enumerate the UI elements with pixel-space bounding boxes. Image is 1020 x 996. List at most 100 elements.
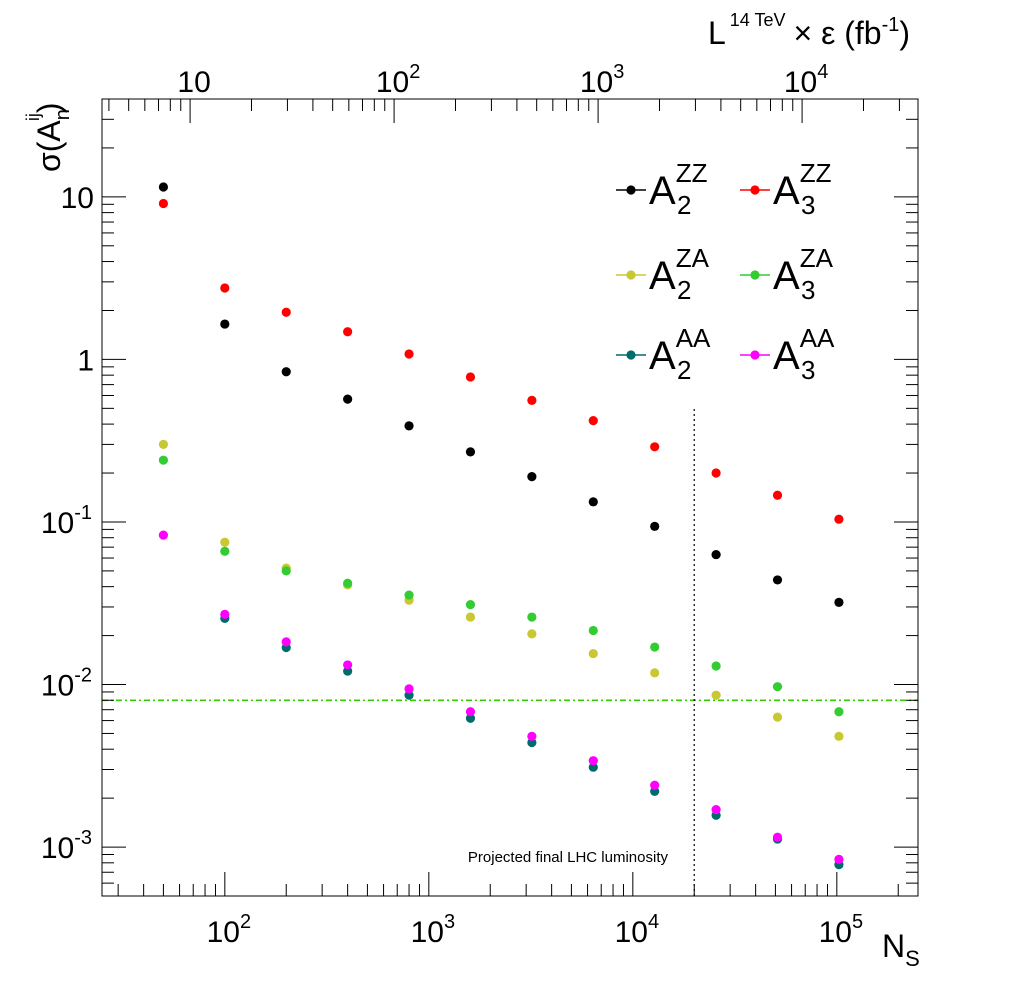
data-point [650, 780, 660, 790]
y-axis-title-post: ) [31, 102, 67, 113]
data-point [343, 394, 353, 404]
legend-label: AAA 2 [649, 323, 711, 385]
legend-label-main: A [773, 169, 800, 213]
data-point [527, 731, 537, 741]
top-tick-label-exp: 3 [613, 61, 624, 83]
legend-label-main: A [649, 334, 676, 378]
data-point [465, 707, 476, 717]
legend-label-sup: ZZ [676, 158, 708, 188]
top-axis-title-end: ) [899, 15, 910, 51]
legend-label: AZZ 2 [649, 158, 708, 220]
x-tick-label-base: 10 [411, 916, 444, 949]
top-tick-label-base: 10 [177, 66, 210, 99]
x-tick-label: 102 [207, 911, 252, 949]
y-tick-label: 10-3 [41, 827, 92, 865]
legend-label-main: A [649, 169, 676, 213]
legend-label-main: A [649, 254, 676, 298]
y-axis-title-main: σ(A [31, 120, 67, 172]
data-point [834, 514, 844, 524]
top-tick-label: 103 [580, 61, 625, 99]
y-tick-label-exp: -1 [74, 502, 92, 524]
legend-label-sup: ZA [800, 243, 834, 273]
y-tick-label: 10-1 [41, 502, 92, 540]
top-tick-label: 102 [376, 61, 421, 99]
data-point [527, 629, 537, 639]
top-tick-label: 104 [784, 61, 829, 99]
legend-item: AZA 2 [616, 243, 710, 305]
y-tick-label-base: 10 [41, 507, 74, 540]
data-point [772, 575, 783, 585]
y-tick-label-exp: -2 [74, 665, 92, 687]
legend-marker [750, 185, 760, 195]
data-point [404, 421, 414, 431]
data-point [711, 468, 721, 478]
y-tick-label-base: 10 [41, 832, 74, 865]
data-point [220, 319, 230, 329]
data-point [343, 327, 353, 337]
series-3-ZZ [158, 198, 844, 524]
legend-label-sub: 3 [801, 355, 815, 385]
y-tick-label: 10-2 [41, 665, 92, 703]
legend-label: AZA 2 [649, 243, 710, 305]
data-point [465, 447, 476, 457]
legend-label-sub: 2 [677, 355, 691, 385]
data-point [711, 661, 721, 671]
data-point [158, 530, 169, 540]
x-tick-label-exp: 5 [852, 911, 863, 933]
legend-marker [626, 270, 636, 280]
data-point [772, 682, 783, 692]
data-point [711, 805, 721, 815]
legend-item: AZZ 3 [740, 158, 832, 220]
y-axis-title-sup: ij [23, 113, 43, 121]
legend-item: AAA 2 [616, 323, 711, 385]
series-3-ZA [158, 455, 844, 717]
data-point [404, 590, 414, 600]
plot-frame-border [101, 98, 919, 897]
legend-item: AZZ 2 [616, 158, 708, 220]
data-point [588, 756, 598, 766]
top-tick-label-exp: 4 [817, 61, 828, 83]
legend-label-main: A [773, 334, 800, 378]
data-points [158, 182, 844, 870]
data-point [158, 182, 169, 192]
y-tick-label-base: 10 [41, 670, 74, 703]
legend-marker [750, 350, 760, 360]
data-point [220, 283, 230, 293]
top-tick-label-base: 10 [784, 66, 817, 99]
data-point [650, 642, 660, 652]
data-point [650, 442, 660, 452]
annotation-text: Projected final LHC luminosity [468, 849, 669, 866]
legend-label-sub: 2 [677, 190, 691, 220]
data-point [281, 307, 291, 317]
data-point [158, 198, 169, 209]
data-point [650, 521, 660, 531]
x-tick-label-exp: 4 [648, 911, 659, 933]
data-point [588, 497, 598, 507]
data-point [281, 566, 291, 576]
data-point [834, 707, 844, 717]
legend-marker [626, 350, 636, 360]
x-axis-title-sub: S [905, 946, 920, 971]
x-tick-label-base: 10 [615, 916, 648, 949]
x-tick-label-base: 10 [207, 916, 240, 949]
data-point [711, 549, 721, 560]
top-tick-label-base: 10 [376, 66, 409, 99]
legend-label: AAA 3 [773, 323, 835, 385]
legend-item: AZA 3 [740, 243, 834, 305]
x-tick-label: 103 [411, 911, 456, 949]
data-point [220, 609, 230, 619]
x-axis-title-main: N [882, 928, 905, 964]
data-point [281, 637, 291, 647]
x-tick-label: 105 [819, 911, 864, 949]
x-tick-label-exp: 2 [240, 911, 251, 933]
reference-lines [102, 408, 918, 896]
y-axis-title-sub: n [52, 109, 74, 120]
top-axis-title-main: L [708, 15, 726, 51]
data-point [465, 372, 476, 382]
data-point [711, 690, 721, 700]
data-point [465, 600, 476, 610]
data-point [527, 395, 537, 405]
data-point [588, 762, 598, 772]
y-tick-label: 10 [61, 182, 94, 215]
